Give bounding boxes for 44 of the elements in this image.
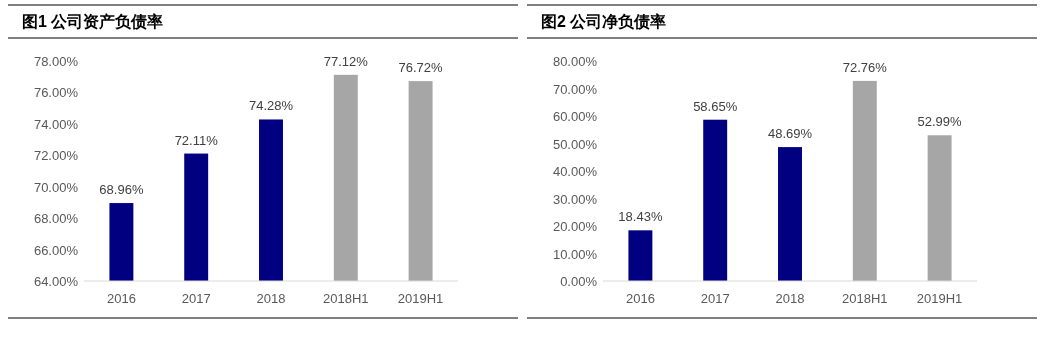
y-tick-label: 68.00% bbox=[33, 211, 79, 227]
data-label: 48.69% bbox=[767, 126, 813, 142]
y-tick-label: 10.00% bbox=[552, 246, 598, 262]
data-label: 58.65% bbox=[693, 98, 738, 114]
x-tick-label: 2018H1 bbox=[842, 291, 888, 306]
data-label: 72.11% bbox=[174, 132, 219, 148]
y-tick-label: 64.00% bbox=[33, 274, 79, 289]
data-label: 68.96% bbox=[99, 182, 144, 198]
y-tick-label: 74.00% bbox=[33, 116, 79, 132]
y-tick-label: 76.00% bbox=[33, 85, 79, 101]
y-tick-label: 70.00% bbox=[33, 179, 79, 195]
y-tick-label: 70.00% bbox=[552, 81, 598, 97]
y-tick-label: 78.00% bbox=[33, 54, 79, 69]
y-tick-label: 40.00% bbox=[552, 164, 598, 179]
data-label: 18.43% bbox=[618, 209, 663, 225]
data-label: 77.12% bbox=[323, 53, 369, 69]
chart-title: 图2 公司净负债率 bbox=[541, 12, 667, 30]
x-tick-label: 2018 bbox=[775, 291, 805, 306]
data-label: 74.28% bbox=[248, 98, 294, 114]
x-tick-label: 2016 bbox=[106, 291, 136, 306]
bar bbox=[778, 147, 802, 281]
y-tick-label: 80.00% bbox=[552, 54, 598, 69]
bar bbox=[628, 230, 653, 281]
x-tick-label: 2018H1 bbox=[323, 291, 369, 306]
bar bbox=[703, 119, 728, 281]
y-tick-label: 72.00% bbox=[33, 148, 79, 164]
data-label: 76.72% bbox=[398, 60, 444, 76]
chart-title: 图1 公司资产负债率 bbox=[22, 12, 164, 30]
x-tick-label: 2017 bbox=[700, 291, 730, 306]
y-tick-label: 50.00% bbox=[552, 136, 598, 152]
y-tick-label: 30.00% bbox=[552, 191, 598, 207]
y-tick-label: 0.00% bbox=[560, 274, 598, 289]
y-tick-label: 60.00% bbox=[552, 109, 598, 124]
x-tick-label: 2018 bbox=[256, 291, 286, 306]
bar bbox=[852, 80, 877, 281]
x-tick-label: 2019H1 bbox=[397, 291, 444, 306]
data-label: 72.76% bbox=[842, 59, 888, 75]
x-tick-label: 2016 bbox=[625, 291, 655, 306]
x-tick-label: 2017 bbox=[181, 291, 211, 306]
bar bbox=[927, 135, 952, 281]
y-tick-label: 20.00% bbox=[552, 219, 598, 234]
y-tick-label: 66.00% bbox=[33, 242, 79, 258]
data-label: 52.99% bbox=[917, 114, 963, 130]
x-tick-label: 2019H1 bbox=[916, 291, 963, 306]
